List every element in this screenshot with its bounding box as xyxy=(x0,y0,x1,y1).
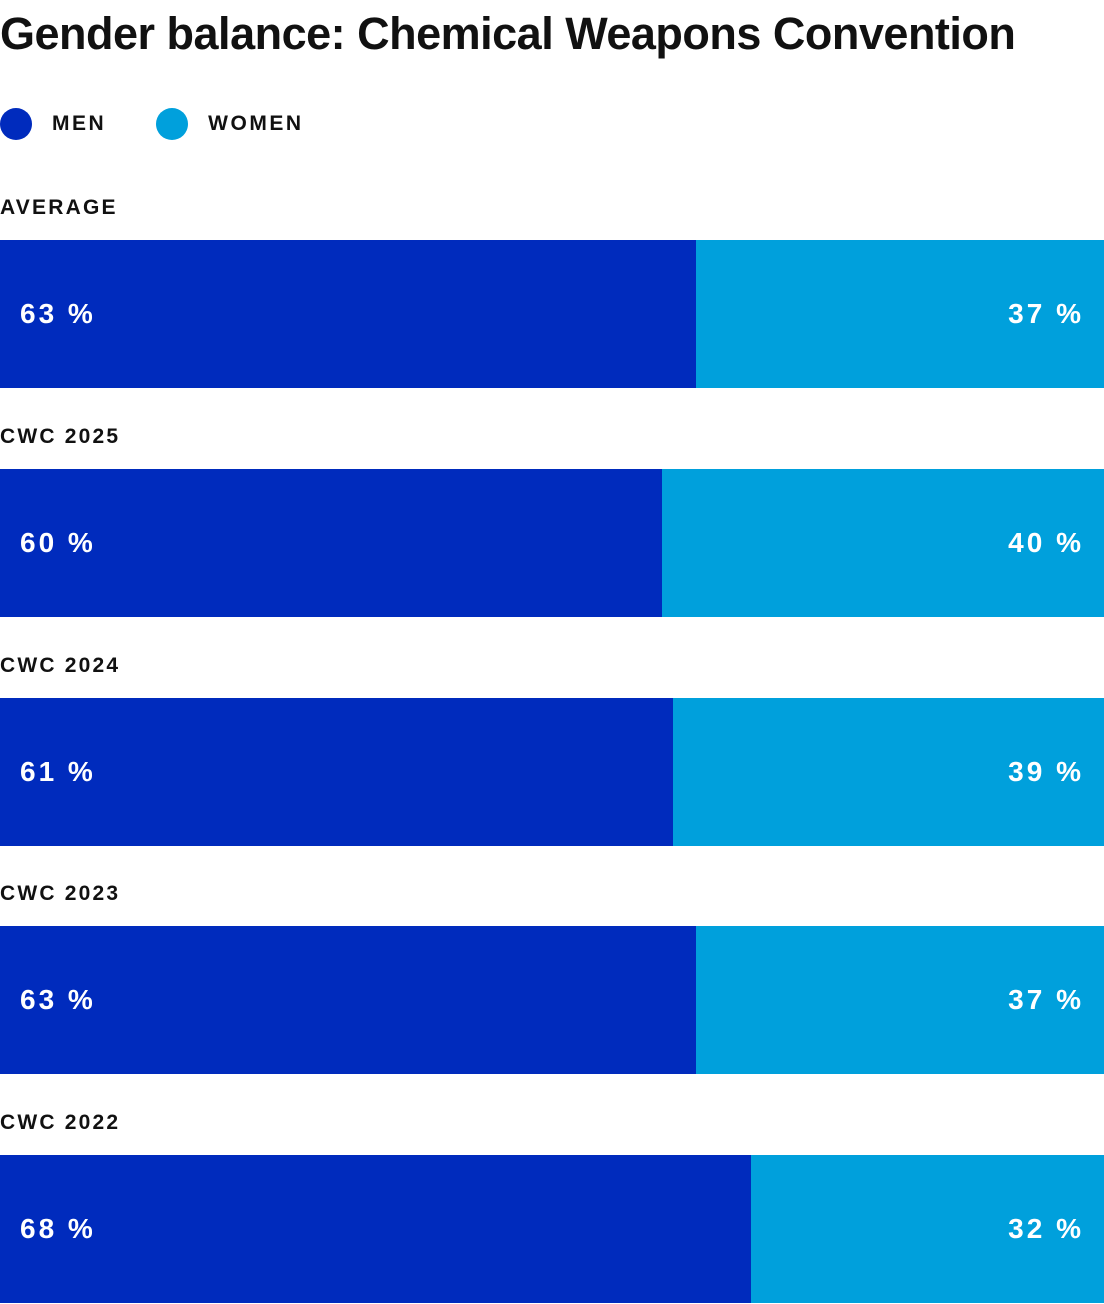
stacked-bar-average: 63 % 37 % xyxy=(0,240,1104,388)
stacked-bar-cwc-2023: 63 % 37 % xyxy=(0,926,1104,1074)
category-label-cwc-2024: CWC 2024 xyxy=(0,654,121,677)
bar-segment-women: 39 % xyxy=(673,698,1104,846)
category-label-cwc-2025: CWC 2025 xyxy=(0,425,121,448)
stacked-bar-cwc-2022: 68 % 32 % xyxy=(0,1155,1104,1303)
category-label-cwc-2023: CWC 2023 xyxy=(0,882,121,905)
value-label-women: 39 % xyxy=(1008,756,1084,787)
value-label-men: 63 % xyxy=(20,984,96,1015)
legend-item-women: WOMEN xyxy=(156,108,303,140)
category-label-average: AVERAGE xyxy=(0,196,118,219)
bar-segment-women: 37 % xyxy=(695,926,1104,1074)
value-label-women: 32 % xyxy=(1008,1213,1084,1244)
stacked-bar-cwc-2024: 61 % 39 % xyxy=(0,698,1104,846)
bar-segment-men: 61 % xyxy=(0,698,674,846)
category-label-cwc-2022: CWC 2022 xyxy=(0,1111,121,1134)
legend: MEN WOMEN xyxy=(0,108,354,140)
value-label-men: 60 % xyxy=(20,527,96,558)
legend-item-men: MEN xyxy=(0,108,106,140)
legend-swatch-women xyxy=(156,108,189,140)
bar-segment-women: 37 % xyxy=(695,240,1104,388)
value-label-women: 37 % xyxy=(1008,298,1084,329)
legend-label-men: MEN xyxy=(52,112,107,135)
bar-segment-men: 63 % xyxy=(0,240,696,388)
bar-segment-women: 32 % xyxy=(750,1155,1104,1303)
bar-segment-women: 40 % xyxy=(662,469,1104,617)
stacked-bar-cwc-2025: 60 % 40 % xyxy=(0,469,1104,617)
value-label-men: 63 % xyxy=(20,298,96,329)
value-label-women: 40 % xyxy=(1008,527,1084,558)
chart-title: Gender balance: Chemical Weapons Convent… xyxy=(0,8,1016,59)
bar-segment-men: 68 % xyxy=(0,1155,751,1303)
value-label-men: 68 % xyxy=(20,1213,96,1244)
legend-swatch-men xyxy=(0,108,32,140)
value-label-men: 61 % xyxy=(20,756,96,787)
bar-segment-men: 63 % xyxy=(0,926,696,1074)
value-label-women: 37 % xyxy=(1008,984,1084,1015)
bar-segment-men: 60 % xyxy=(0,469,663,617)
legend-label-women: WOMEN xyxy=(208,112,304,135)
